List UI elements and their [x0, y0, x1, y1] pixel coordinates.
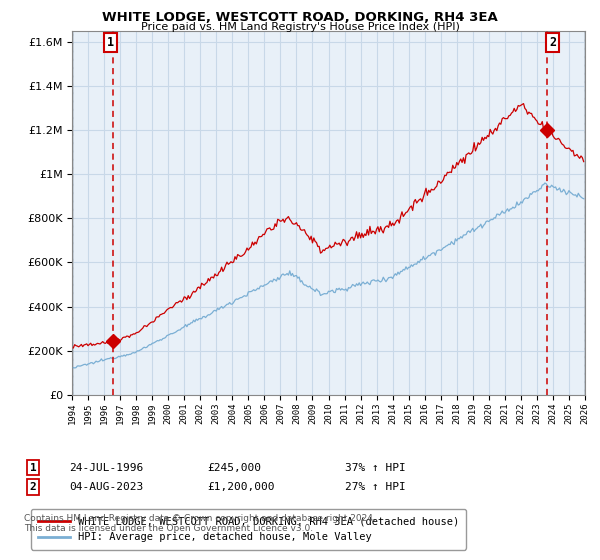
- Text: 37% ↑ HPI: 37% ↑ HPI: [345, 463, 406, 473]
- Text: 1: 1: [107, 36, 114, 49]
- Text: WHITE LODGE, WESTCOTT ROAD, DORKING, RH4 3EA: WHITE LODGE, WESTCOTT ROAD, DORKING, RH4…: [102, 11, 498, 24]
- Text: Contains HM Land Registry data © Crown copyright and database right 2024.
This d: Contains HM Land Registry data © Crown c…: [24, 514, 376, 534]
- Text: £245,000: £245,000: [207, 463, 261, 473]
- Text: 2: 2: [550, 36, 557, 49]
- Text: 1: 1: [29, 463, 37, 473]
- Text: 24-JUL-1996: 24-JUL-1996: [69, 463, 143, 473]
- Legend: WHITE LODGE, WESTCOTT ROAD, DORKING, RH4 3EA (detached house), HPI: Average pric: WHITE LODGE, WESTCOTT ROAD, DORKING, RH4…: [31, 509, 466, 549]
- Text: 04-AUG-2023: 04-AUG-2023: [69, 482, 143, 492]
- Text: £1,200,000: £1,200,000: [207, 482, 275, 492]
- Text: 2: 2: [29, 482, 37, 492]
- Text: 27% ↑ HPI: 27% ↑ HPI: [345, 482, 406, 492]
- Text: Price paid vs. HM Land Registry's House Price Index (HPI): Price paid vs. HM Land Registry's House …: [140, 22, 460, 32]
